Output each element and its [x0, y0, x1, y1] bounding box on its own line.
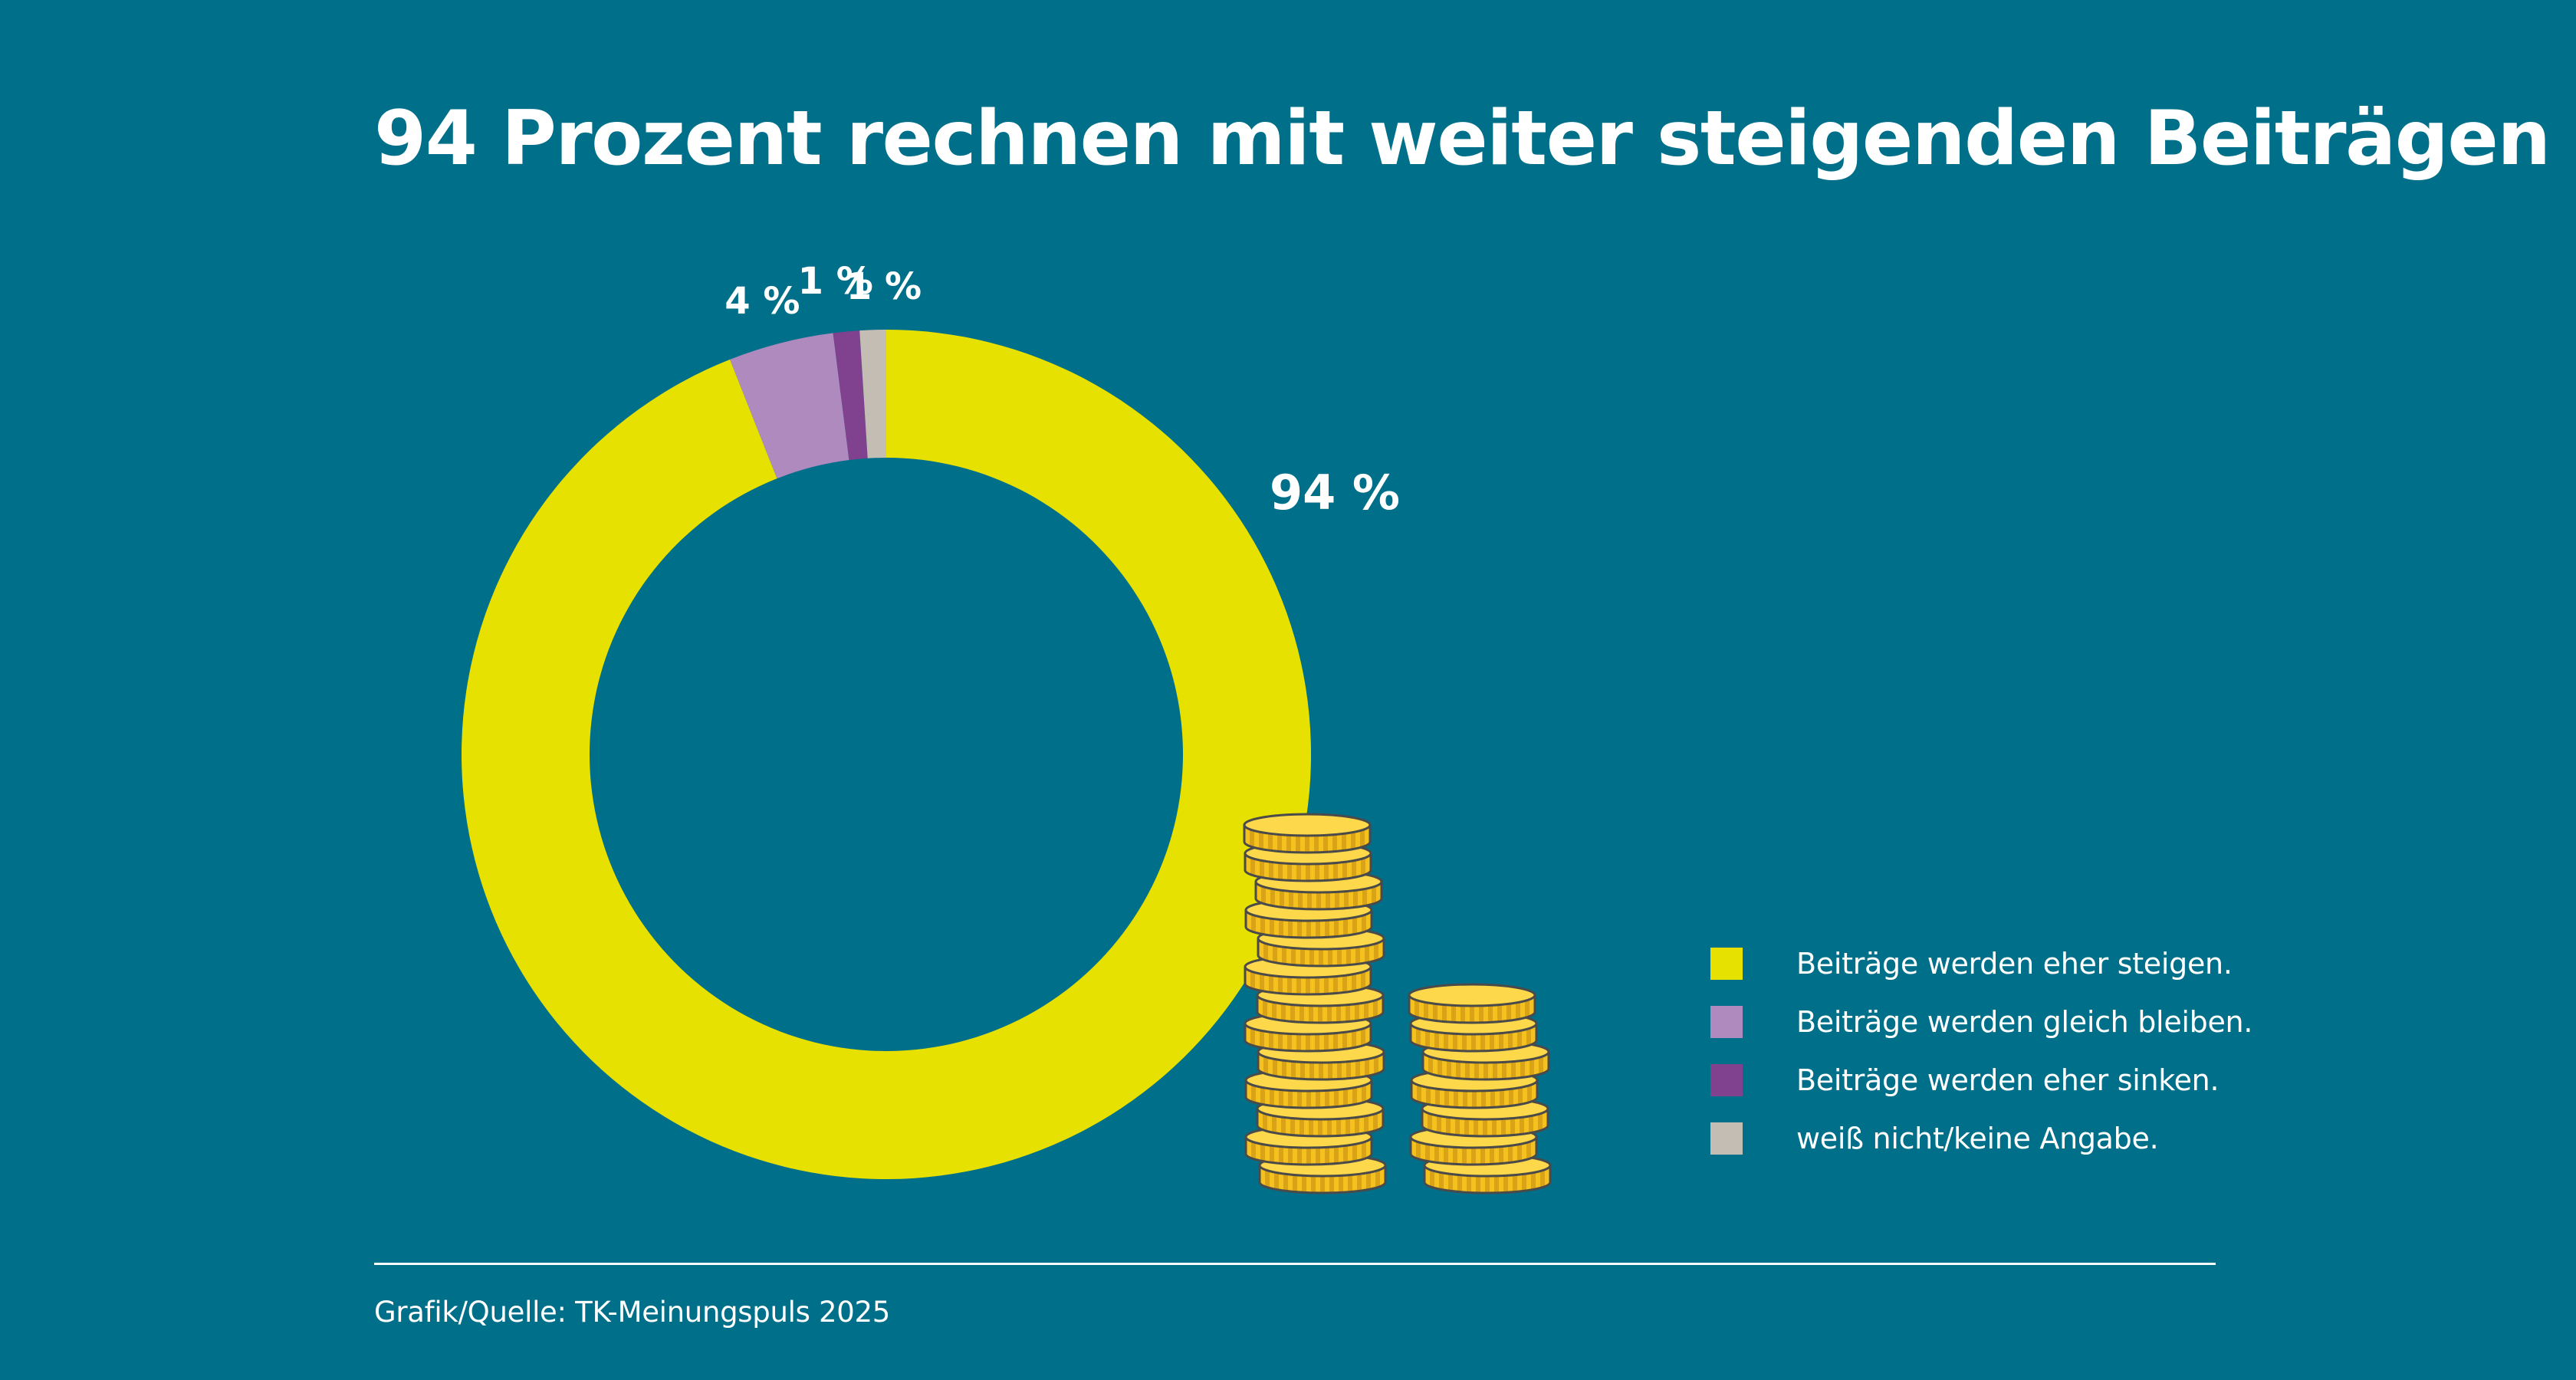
legend-label: weiß nicht/keine Angabe.	[1796, 1122, 2159, 1155]
legend-label: Beiträge werden eher steigen.	[1796, 947, 2233, 981]
legend-swatch	[1710, 1006, 1743, 1038]
donut-slices	[461, 330, 1311, 1179]
donut-slice	[461, 330, 1311, 1179]
slice-data-label: 4 %	[724, 280, 800, 324]
donut-slice	[859, 330, 886, 458]
legend-item: Beiträge werden eher sinken.	[1710, 1063, 2252, 1097]
legend-item: Beiträge werden gleich bleiben.	[1710, 1005, 2253, 1039]
legend-swatch	[1710, 948, 1743, 980]
slice-data-label: 94 %	[1270, 465, 1400, 521]
coin-icon	[1256, 983, 1385, 1024]
slice-data-label: 1 %	[846, 265, 922, 309]
coin-icon	[1408, 983, 1536, 1024]
footer-divider	[374, 1263, 2216, 1265]
legend-item: weiß nicht/keine Angabe.	[1710, 1122, 2252, 1155]
legend-label: Beiträge werden eher sinken.	[1796, 1063, 2220, 1097]
slice-data-label: 1 %	[797, 259, 873, 303]
coin-stacks-icon	[1243, 813, 1552, 1194]
source-note: Grafik/Quelle: TK-Meinungspuls 2025	[374, 1296, 890, 1329]
coin-icon	[1243, 813, 1372, 854]
chart-title: 94 Prozent rechnen mit weiter steigenden…	[374, 95, 2551, 182]
legend-item: Beiträge werden eher steigen.	[1710, 947, 2252, 981]
legend-swatch	[1710, 1122, 1743, 1155]
legend-label: Beiträge werden gleich bleiben.	[1796, 1005, 2253, 1039]
legend-swatch	[1710, 1064, 1743, 1096]
donut-slice	[730, 333, 849, 479]
legend: Beiträge werden eher steigen. Beiträge w…	[1710, 947, 2253, 1181]
donut-slice	[833, 330, 868, 461]
